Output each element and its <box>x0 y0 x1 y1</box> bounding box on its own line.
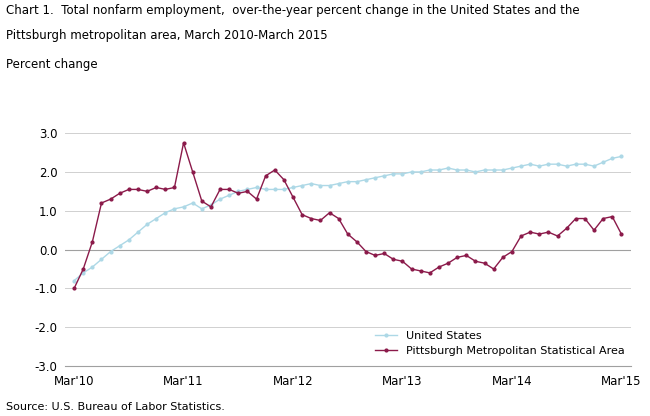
Pittsburgh Metropolitan Statistical Area <box>179 140 187 145</box>
Pittsburgh Metropolitan Statistical Area <box>70 286 78 291</box>
Line: United States: United States <box>73 155 623 282</box>
Text: Pittsburgh metropolitan area, March 2010-March 2015: Pittsburgh metropolitan area, March 2010… <box>6 29 328 42</box>
Pittsburgh Metropolitan Statistical Area <box>371 253 379 258</box>
Pittsburgh Metropolitan Statistical Area <box>408 267 415 272</box>
United States <box>70 278 78 283</box>
United States <box>262 187 270 192</box>
United States <box>198 206 205 211</box>
Pittsburgh Metropolitan Statistical Area <box>271 168 279 173</box>
United States <box>179 204 187 209</box>
Pittsburgh Metropolitan Statistical Area <box>207 204 215 209</box>
Pittsburgh Metropolitan Statistical Area <box>188 169 196 174</box>
United States <box>618 154 625 159</box>
Legend: United States, Pittsburgh Metropolitan Statistical Area: United States, Pittsburgh Metropolitan S… <box>375 331 625 356</box>
Pittsburgh Metropolitan Statistical Area <box>554 233 562 238</box>
Pittsburgh Metropolitan Statistical Area <box>618 232 625 237</box>
Text: Chart 1.  Total nonfarm employment,  over-the-year percent change in the United : Chart 1. Total nonfarm employment, over-… <box>6 4 580 17</box>
Text: Percent change: Percent change <box>6 58 98 71</box>
Text: Source: U.S. Bureau of Labor Statistics.: Source: U.S. Bureau of Labor Statistics. <box>6 402 226 412</box>
Line: Pittsburgh Metropolitan Statistical Area: Pittsburgh Metropolitan Statistical Area <box>73 141 623 290</box>
United States <box>398 171 406 176</box>
United States <box>362 177 370 182</box>
United States <box>545 162 552 167</box>
